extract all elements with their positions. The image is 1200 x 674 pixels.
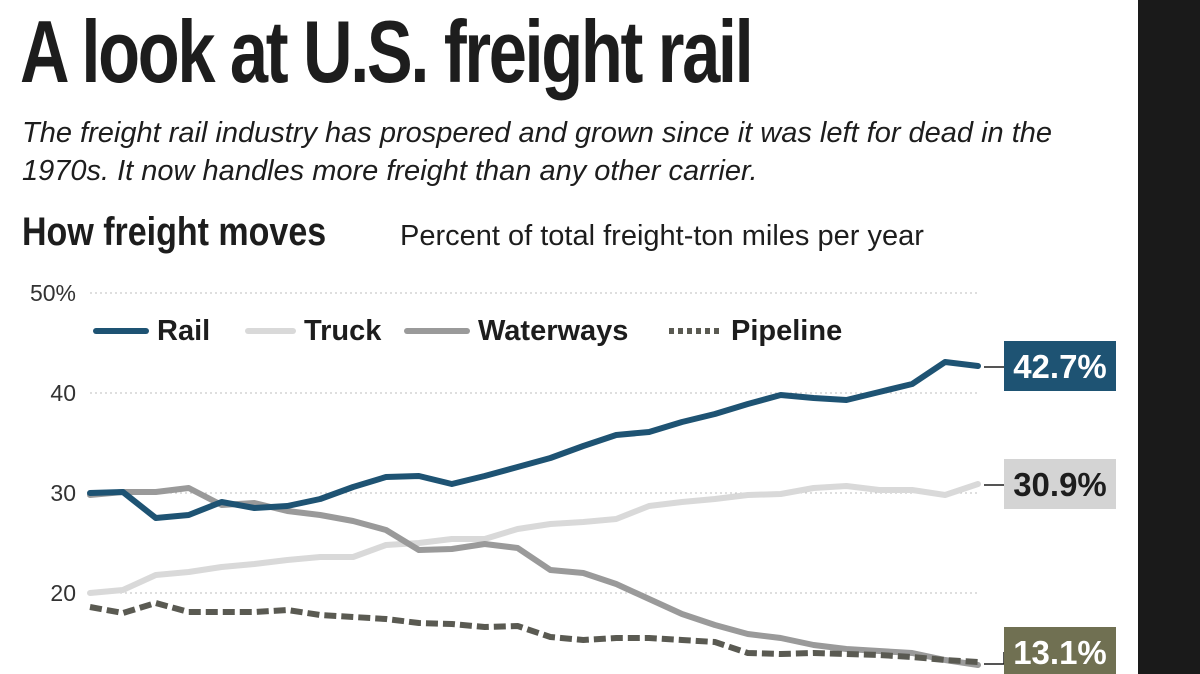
right-edge-strip: [1138, 0, 1200, 674]
end-label-truck: 30.9%: [1013, 466, 1107, 503]
legend-label-truck: Truck: [304, 315, 382, 347]
page-title: A look at U.S. freight rail: [20, 2, 754, 101]
series-line-rail: [87, 359, 981, 521]
y-tick-label: 50%: [30, 280, 76, 306]
y-axis-ticks: 50% 40 30 20: [30, 280, 76, 606]
end-label-rail: 42.7%: [1013, 348, 1107, 385]
end-label-box-truck: [1004, 459, 1116, 509]
y-tick-label: 40: [50, 380, 76, 406]
legend: Rail Truck Waterways Pipeline: [93, 315, 842, 347]
chart-units-label: Percent of total freight-ton miles per y…: [400, 220, 924, 252]
legend-label-pipeline: Pipeline: [731, 315, 842, 347]
freight-line-chart: 50% 40 30 20 Rail Truck Waterways Pipeline 42.…: [30, 280, 1116, 674]
legend-label-waterways: Waterways: [478, 315, 628, 347]
series-line-pipeline: [89, 600, 979, 665]
page-subtitle: The freight rail industry has prospered …: [22, 117, 1053, 187]
end-labels: 42.7% 30.9% 13.1%: [984, 341, 1116, 674]
legend-label-rail: Rail: [157, 315, 210, 347]
series-line-truck: [87, 481, 981, 596]
end-label-box-pipeline: [1004, 627, 1116, 674]
end-label-leader: [984, 652, 1005, 665]
end-label-pipeline: 13.1%: [1013, 634, 1107, 671]
series-line-waterways: [87, 485, 981, 668]
y-tick-label: 30: [50, 480, 76, 506]
y-tick-label: 20: [50, 580, 76, 606]
end-label-box-rail: [1004, 341, 1116, 391]
series-lines: [87, 359, 981, 668]
chart-heading: How freight moves: [22, 210, 327, 254]
gridlines: [90, 292, 978, 594]
